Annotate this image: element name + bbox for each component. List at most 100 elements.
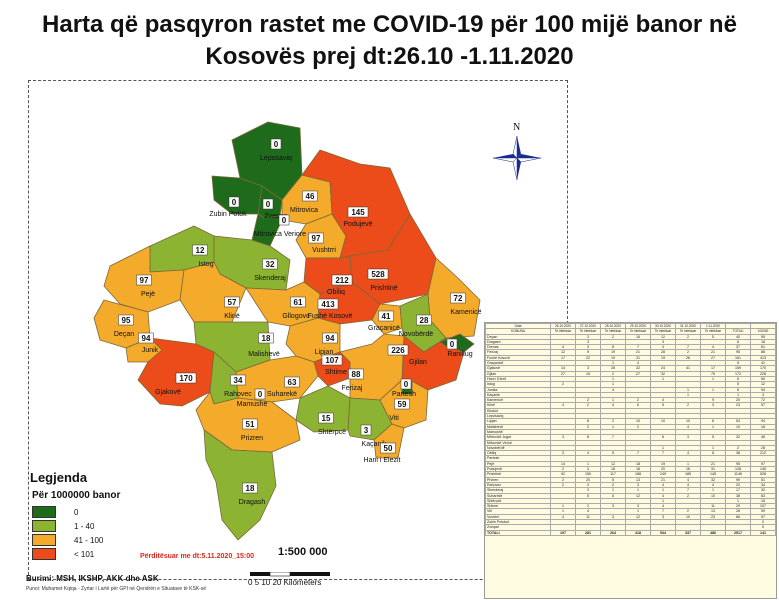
value-box (242, 482, 258, 494)
table-row: Podujevë 2 3 18 18 20 16 31 128 145 (485, 465, 776, 473)
table-row: Viti 1 4 1 7 2 13 28 59 (485, 508, 776, 515)
municipality-name: Viti (389, 415, 399, 422)
value-box (136, 274, 152, 286)
municipality-value: 61 (294, 298, 303, 307)
table-cell: 18 (750, 338, 776, 346)
value-box (290, 296, 306, 308)
table-row: Fushë Kosovë 17 22 19 31 19 26 27 161 413 (485, 354, 776, 362)
legend-label: 1 - 40 (74, 521, 95, 531)
table-cell: 94 (750, 386, 776, 393)
north-arrow-icon: N (492, 122, 542, 181)
municipality-value: 0 (258, 390, 263, 399)
table-cell: 145 (750, 465, 776, 473)
value-box (450, 292, 466, 304)
municipality-value: 107 (325, 356, 339, 365)
table-cell: 34 (750, 481, 776, 489)
table-cell: 486 (700, 529, 726, 536)
map-title-line1: Harta që pasqyron rastet me COVID-19 për… (42, 11, 737, 38)
municipality-name: Klinë (224, 313, 240, 320)
table-cell: 337 (675, 529, 701, 536)
table-cell: 413 (750, 354, 776, 362)
legend-item: < 101 (32, 548, 94, 560)
municipality-name: Lipjan (315, 349, 334, 356)
value-box (262, 198, 274, 210)
scale-bar (250, 572, 330, 577)
municipality-value: 94 (142, 334, 151, 343)
table-cell: 72 (750, 397, 776, 404)
value-box (318, 412, 334, 424)
municipality-name: Zveqan (264, 213, 287, 220)
municipality-name: Podujevë (343, 221, 372, 228)
legend-swatch (32, 520, 56, 532)
table-cell: 0 (750, 524, 776, 531)
table-row: TOTALI 197 281 264 418 534 337 486 2517 141 (485, 529, 776, 536)
municipality-value: 97 (312, 234, 321, 243)
value-box (400, 378, 412, 390)
table-cell: 95 (750, 333, 776, 340)
table-row: Istog 2 1 5 12 (485, 381, 776, 388)
table-cell: 418 (625, 529, 651, 536)
table-cell: 61 (750, 344, 776, 351)
municipality-value: 0 (274, 140, 279, 149)
municipality-value: 59 (398, 400, 407, 409)
scale-bar-labels: 0 5 10 20 Kilometers (248, 578, 322, 587)
cases-table: Data 26.10.2020 27.10.2020 28.10.2020 29.10.… (485, 323, 776, 536)
value-box (270, 138, 282, 150)
legend-swatch (32, 534, 56, 546)
compass-n-label: N (513, 122, 520, 133)
legend-item: 1 - 40 (32, 520, 94, 532)
municipality-name: Shtërpcë (318, 429, 346, 436)
table-cell: 0 (750, 518, 776, 526)
value-box (258, 332, 274, 344)
municipality-value: 12 (196, 246, 205, 255)
table-cell: 18 (750, 423, 776, 430)
municipality-name: Gjakovë (155, 389, 181, 396)
value-box (118, 314, 134, 326)
municipality-name: Pejë (141, 291, 155, 298)
legend-item: 0 (32, 506, 78, 518)
legend-title: Legjenda (30, 470, 88, 485)
municipality-name: Zubin Potok (209, 211, 247, 218)
municipality-name: Dragash (239, 499, 266, 506)
value-box (192, 244, 208, 256)
legend-subtitle: Për 1000000 banor (32, 490, 121, 501)
legend-swatch (32, 506, 56, 518)
table-row: Novobërdë 1 1 2 28 (485, 444, 776, 452)
municipality-value: 226 (391, 346, 405, 355)
table-row: Mamushë (485, 428, 776, 436)
table-cell: 197 (550, 529, 576, 536)
table-cell: 88 (750, 349, 776, 356)
value-box (230, 374, 246, 386)
cases-table-panel: Data 26.10.2020 27.10.2020 28.10.2020 29.10.… (484, 322, 777, 599)
table-row: Prishtinë 92 150 117 188 249 185 145 1146 528 (485, 471, 776, 478)
municipality-name: Prizren (241, 435, 263, 442)
value-box (331, 274, 353, 286)
value-box (242, 418, 258, 430)
table-row: Ferizaj 12 9 19 21 28 2 21 95 88 (485, 349, 776, 356)
table-row: Data 26.10.2020 27.10.2020 28.10.2020 29.10.… (485, 323, 776, 330)
table-cell: 28 (750, 444, 776, 452)
value-box (380, 442, 396, 454)
table-cell: 528 (750, 471, 776, 478)
municipality-name: Mamushë (237, 401, 268, 408)
value-box (228, 196, 240, 208)
table-cell: 63 (750, 492, 776, 499)
municipality-value: 15 (322, 414, 331, 423)
table-cell: 97 (750, 460, 776, 468)
municipality-name: Rahovec (224, 391, 252, 398)
table-cell: 41 (750, 360, 776, 367)
municipality-name: Ranillug (447, 351, 472, 358)
table-cell: 46 (750, 434, 776, 441)
municipality-value: 413 (321, 300, 335, 309)
municipality-name: Mitrovica Veriore (254, 231, 306, 238)
value-box (302, 190, 318, 202)
value-box (262, 258, 278, 270)
table-row: Dragash 3 3 6 18 (485, 338, 776, 346)
municipality-value: 0 (232, 198, 237, 207)
table-row: Pejë 14 1 12 18 19 1 21 95 97 (485, 460, 776, 468)
table-row: Shtërpcë 1 1 15 (485, 497, 776, 505)
municipality-value: 57 (228, 298, 237, 307)
value-box (446, 338, 458, 350)
municipality-value: 88 (352, 370, 361, 379)
